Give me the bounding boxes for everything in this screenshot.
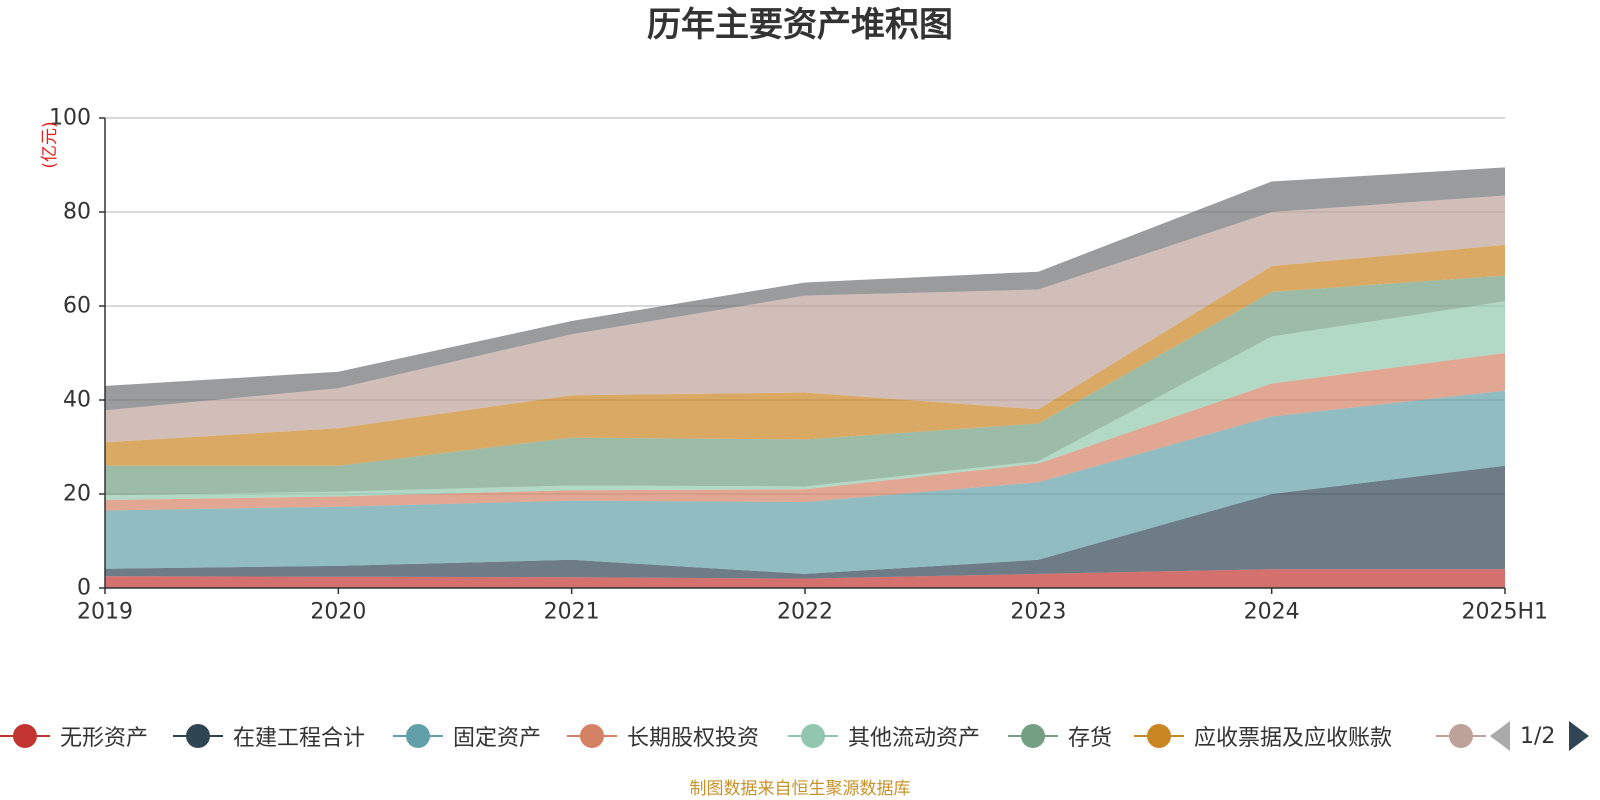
legend-pager: 1/2 — [1486, 716, 1600, 756]
x-tick-label: 2024 — [1244, 600, 1300, 625]
legend-marker-icon — [1134, 723, 1184, 749]
source-note: 制图数据来自恒生聚源数据库 — [689, 779, 911, 799]
tick-labels: 0 20 40 60 80 100 2019 2020 2021 2022 2023 2024 2025… — [49, 106, 1548, 625]
legend-item[interactable]: 其他流动资产 — [788, 716, 980, 756]
legend-label: 长期股权投资 — [627, 726, 760, 751]
area-series-7 — [105, 195, 1505, 443]
area-series-6 — [105, 244, 1505, 466]
y-tick-label: 40 — [63, 388, 91, 413]
legend-page-indicator: 1/2 — [1520, 723, 1556, 749]
legend-marker-icon — [788, 723, 838, 749]
legend-item[interactable]: 存货 — [1008, 716, 1112, 756]
legend-label: 应收票据及应收账款 — [1194, 726, 1393, 751]
area-series — [105, 167, 1505, 588]
x-tick-label: 2021 — [544, 600, 600, 625]
axes — [99, 117, 1506, 594]
legend-next-page-icon[interactable] — [1569, 721, 1590, 751]
legend-label: 其他流动资产 — [848, 726, 981, 751]
legend-marker-icon — [1008, 723, 1058, 749]
y-tick-label: 20 — [63, 482, 91, 507]
legend-label: 无形资产 — [60, 726, 149, 751]
stacked-area-chart: 0 20 40 60 80 100 2019 2020 2021 2022 2023 2024 2025… — [40, 106, 1548, 625]
chart-title: 历年主要资产堆积图 — [647, 5, 953, 45]
legend: 无形资产在建工程合计固定资产长期股权投资其他流动资产存货应收票据及应收账款货币资… — [0, 716, 1600, 756]
x-tick-label: 2025H1 — [1461, 600, 1548, 625]
legend-item[interactable]: 长期股权投资 — [567, 716, 759, 756]
legend-marker-icon — [1436, 723, 1486, 749]
y-tick-label: 80 — [63, 200, 91, 225]
legend-prev-page-icon[interactable] — [1490, 721, 1510, 751]
area-series-1 — [105, 465, 1505, 579]
legend-marker-icon — [567, 723, 617, 749]
x-tick-label: 2022 — [777, 600, 833, 625]
x-tick-label: 2020 — [310, 600, 366, 625]
y-tick-label: 100 — [49, 106, 91, 131]
legend-marker-icon — [393, 723, 443, 749]
legend-label: 在建工程合计 — [233, 726, 366, 751]
legend-marker-icon — [173, 723, 223, 749]
area-series-2 — [105, 390, 1505, 574]
area-series-5 — [105, 275, 1505, 496]
y-axis-unit-label: (亿元) — [40, 121, 60, 168]
legend-label: 存货 — [1068, 726, 1113, 751]
y-tick-label: 60 — [63, 294, 91, 319]
y-tick-label: 0 — [77, 576, 91, 601]
legend-item[interactable]: 应收票据及应收账款 — [1134, 716, 1392, 756]
legend-item[interactable]: 无形资产 — [0, 716, 148, 756]
legend-item[interactable]: 固定资产 — [393, 716, 541, 756]
legend-label: 固定资产 — [453, 726, 542, 751]
x-tick-label: 2023 — [1010, 600, 1066, 625]
x-tick-label: 2019 — [77, 600, 133, 625]
area-series-8 — [105, 167, 1505, 411]
legend-marker-icon — [0, 723, 50, 749]
legend-item[interactable]: 在建工程合计 — [173, 716, 365, 756]
